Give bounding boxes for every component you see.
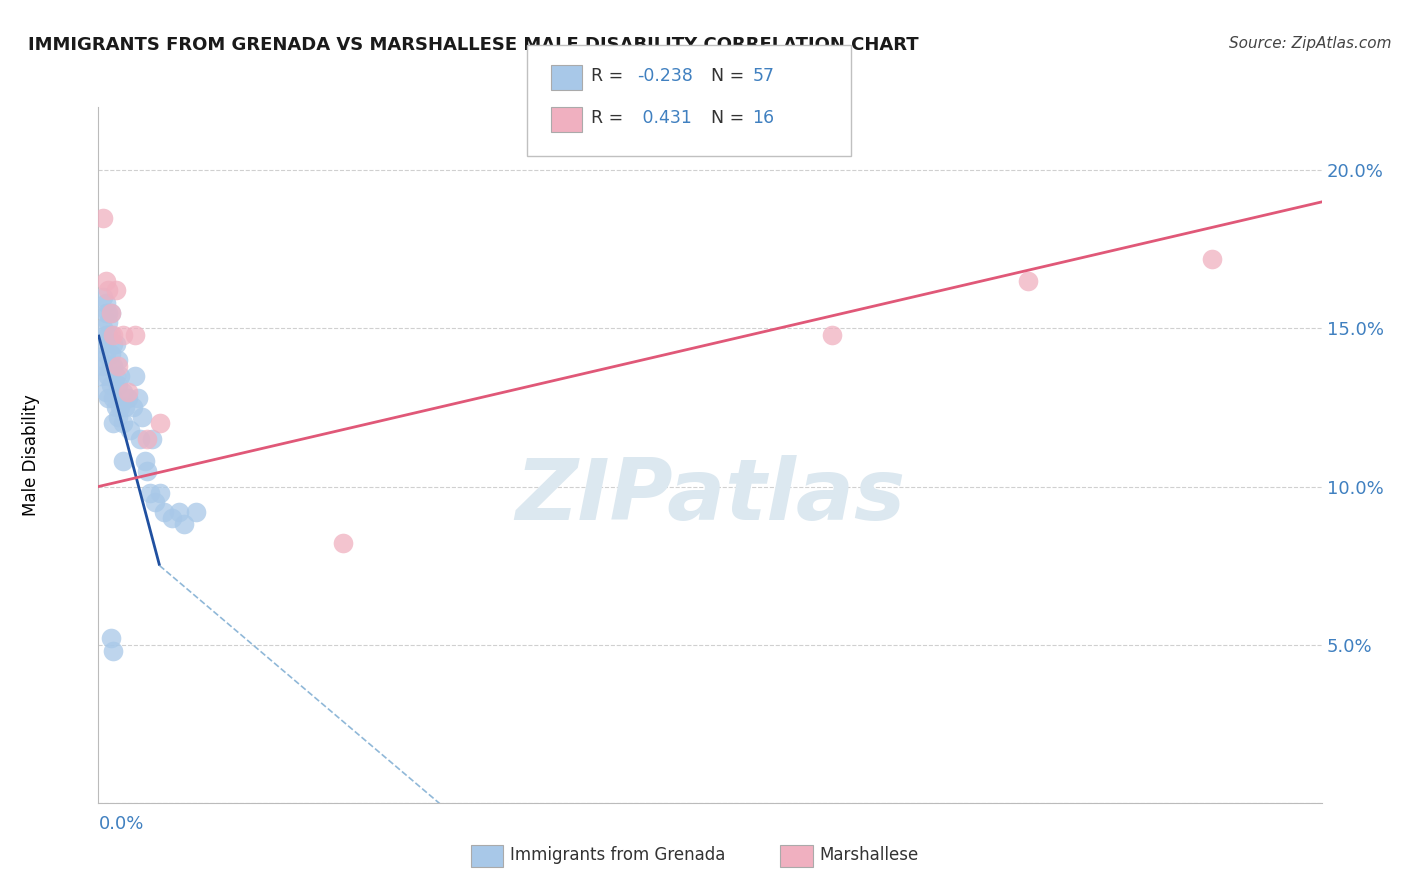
Point xyxy=(100,359,122,374)
Point xyxy=(94,296,117,310)
Text: Marshallese: Marshallese xyxy=(820,847,920,864)
Point xyxy=(91,337,114,351)
Point xyxy=(94,305,117,319)
Point xyxy=(111,454,134,468)
Point xyxy=(167,505,190,519)
Point xyxy=(104,337,127,351)
Text: R =: R = xyxy=(591,67,623,85)
Text: ZIPatlas: ZIPatlas xyxy=(515,455,905,538)
Point xyxy=(136,432,159,446)
Point xyxy=(111,417,134,431)
Point xyxy=(129,432,152,446)
Point xyxy=(101,417,124,431)
Point xyxy=(100,347,122,361)
Point xyxy=(101,327,124,342)
Point xyxy=(110,368,132,383)
Point xyxy=(97,315,120,329)
Point xyxy=(104,368,127,383)
Point xyxy=(100,327,122,342)
Point xyxy=(111,327,134,342)
Point xyxy=(124,368,146,383)
Point xyxy=(153,505,176,519)
Point xyxy=(110,401,132,415)
Point xyxy=(160,511,183,525)
Point xyxy=(107,353,129,368)
Point xyxy=(94,327,117,342)
Text: R =: R = xyxy=(591,109,623,127)
Point xyxy=(117,384,139,399)
Point xyxy=(141,432,163,446)
Point xyxy=(104,284,127,298)
Point xyxy=(91,290,114,304)
Point xyxy=(100,305,122,319)
Point xyxy=(107,359,129,374)
Point xyxy=(100,305,122,319)
Point xyxy=(100,632,122,646)
Point xyxy=(821,327,844,342)
Text: IMMIGRANTS FROM GRENADA VS MARSHALLESE MALE DISABILITY CORRELATION CHART: IMMIGRANTS FROM GRENADA VS MARSHALLESE M… xyxy=(28,36,918,54)
Point xyxy=(117,391,139,405)
Point xyxy=(97,391,120,405)
Point xyxy=(97,368,120,383)
Text: 0.431: 0.431 xyxy=(637,109,692,127)
Text: N =: N = xyxy=(711,109,745,127)
Point xyxy=(91,359,114,374)
Point xyxy=(143,495,166,509)
Point xyxy=(107,378,129,392)
Text: Immigrants from Grenada: Immigrants from Grenada xyxy=(510,847,725,864)
Point xyxy=(114,401,136,415)
Point xyxy=(332,536,354,550)
Point xyxy=(186,505,208,519)
Point xyxy=(104,401,127,415)
Point xyxy=(101,337,124,351)
Point xyxy=(1017,274,1039,288)
Text: -0.238: -0.238 xyxy=(637,67,693,85)
Point xyxy=(107,409,129,424)
Point xyxy=(111,384,134,399)
Point xyxy=(121,401,143,415)
Point xyxy=(131,409,153,424)
Point xyxy=(124,327,146,342)
Point xyxy=(94,274,117,288)
Point xyxy=(97,284,120,298)
Point xyxy=(1201,252,1223,266)
Text: Male Disability: Male Disability xyxy=(22,394,41,516)
Point xyxy=(94,384,117,399)
Text: 57: 57 xyxy=(752,67,775,85)
Text: 16: 16 xyxy=(752,109,775,127)
Point xyxy=(101,359,124,374)
Point xyxy=(173,517,195,532)
Point xyxy=(97,327,120,342)
Point xyxy=(149,417,172,431)
Point xyxy=(101,391,124,405)
Point xyxy=(97,305,120,319)
Text: N =: N = xyxy=(711,67,745,85)
Point xyxy=(101,644,124,658)
Point xyxy=(134,454,156,468)
Point xyxy=(91,321,114,335)
Point xyxy=(136,464,159,478)
Point xyxy=(90,353,112,368)
Point xyxy=(149,486,172,500)
Point xyxy=(91,211,114,225)
Text: 0.0%: 0.0% xyxy=(98,815,143,833)
Point xyxy=(90,368,112,383)
Point xyxy=(139,486,162,500)
Text: Source: ZipAtlas.com: Source: ZipAtlas.com xyxy=(1229,36,1392,51)
Point xyxy=(127,391,149,405)
Point xyxy=(100,378,122,392)
Point xyxy=(94,347,117,361)
Point xyxy=(120,423,142,437)
